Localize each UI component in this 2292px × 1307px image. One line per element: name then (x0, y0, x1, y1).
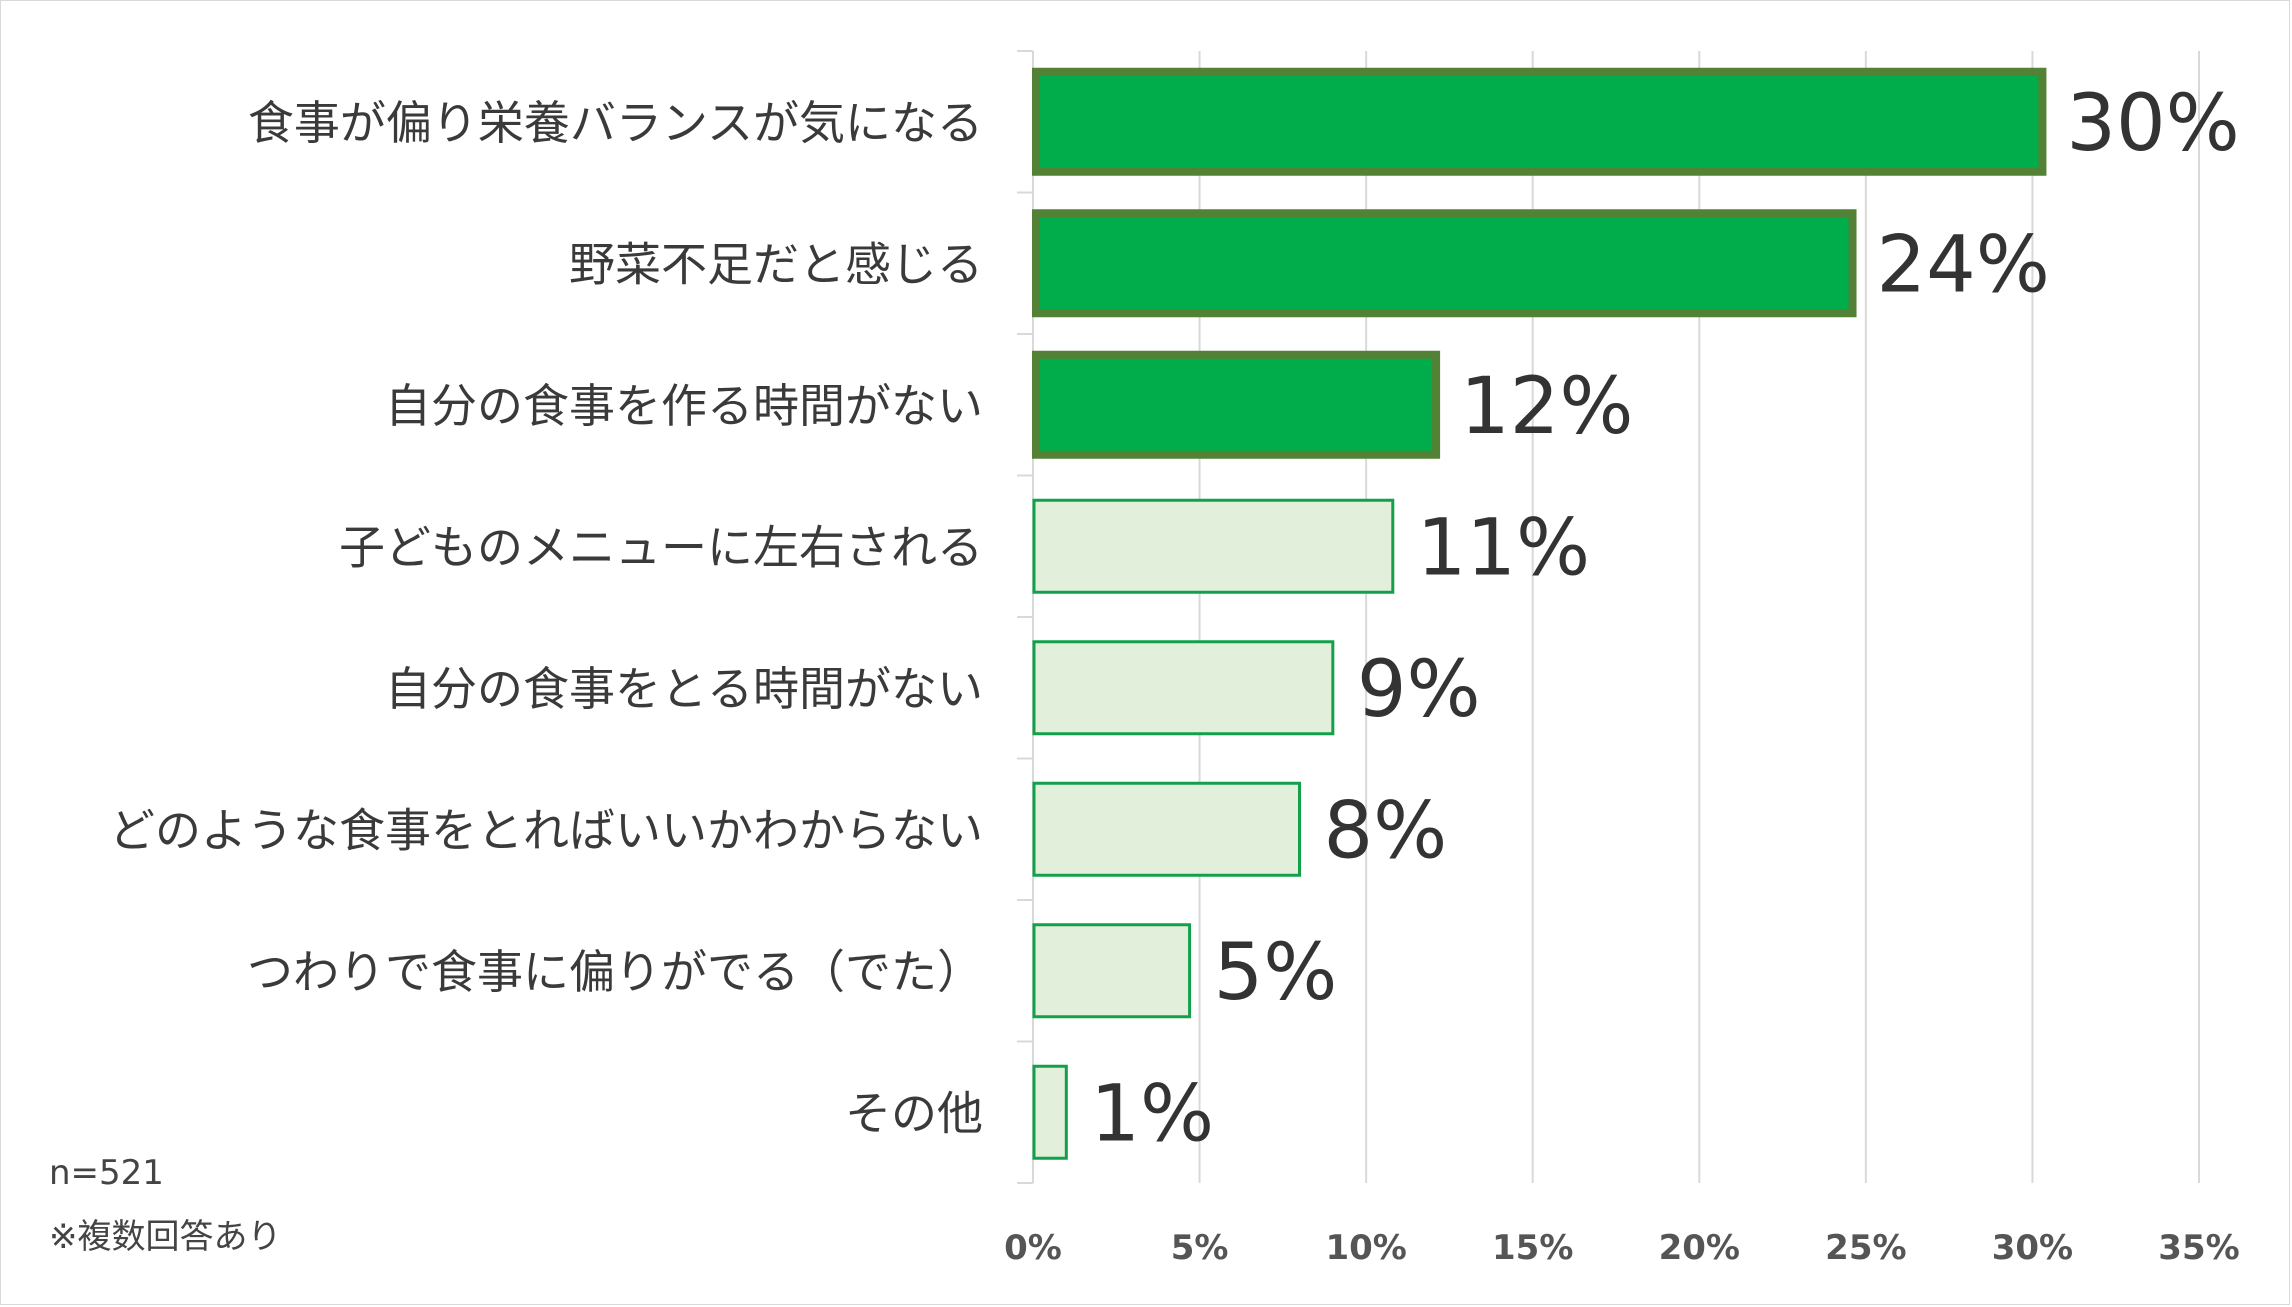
x-tick-label: 35% (2158, 1228, 2239, 1268)
x-tick-label: 25% (1825, 1228, 1906, 1268)
category-label: 自分の食事をとる時間がない (385, 662, 983, 716)
value-label: 9% (1357, 645, 1481, 735)
category-label: どのような食事をとればいいかわからない (109, 803, 983, 857)
value-label: 5% (1214, 928, 1338, 1018)
bar (1032, 1064, 1068, 1160)
value-label: 8% (1324, 786, 1448, 876)
value-label: 1% (1090, 1069, 1214, 1159)
category-label: 自分の食事を作る時間がない (385, 379, 983, 433)
category-label: その他 (845, 1086, 983, 1140)
x-tick-label: 15% (1492, 1228, 1573, 1268)
multiple-answers-note: ※複数回答あり (49, 1217, 282, 1257)
bar (1032, 781, 1302, 877)
bar (1032, 67, 2047, 176)
category-label: 子どものメニューに左右される (339, 520, 983, 574)
x-tick-label: 5% (1171, 1228, 1229, 1268)
x-tick-label: 20% (1659, 1228, 1740, 1268)
bar (1032, 498, 1395, 594)
bar (1032, 209, 1857, 318)
category-label: つわりで食事に偏りがでる（でた） (247, 945, 983, 999)
category-label: 野菜不足だと感じる (569, 237, 983, 291)
bar (1032, 923, 1192, 1019)
category-label: 食事が偏り栄養バランスが気になる (248, 96, 983, 150)
x-tick-label: 0% (1004, 1228, 1062, 1268)
bar (1032, 640, 1335, 736)
bar (1032, 350, 1441, 459)
value-label: 24% (1877, 220, 2050, 310)
x-tick-label: 10% (1325, 1228, 1406, 1268)
x-tick-label: 30% (1992, 1228, 2073, 1268)
value-label: 30% (2066, 79, 2239, 169)
sample-size-note: n=521 (49, 1153, 164, 1193)
value-label: 11% (1417, 503, 1590, 593)
value-label: 12% (1460, 362, 1633, 452)
